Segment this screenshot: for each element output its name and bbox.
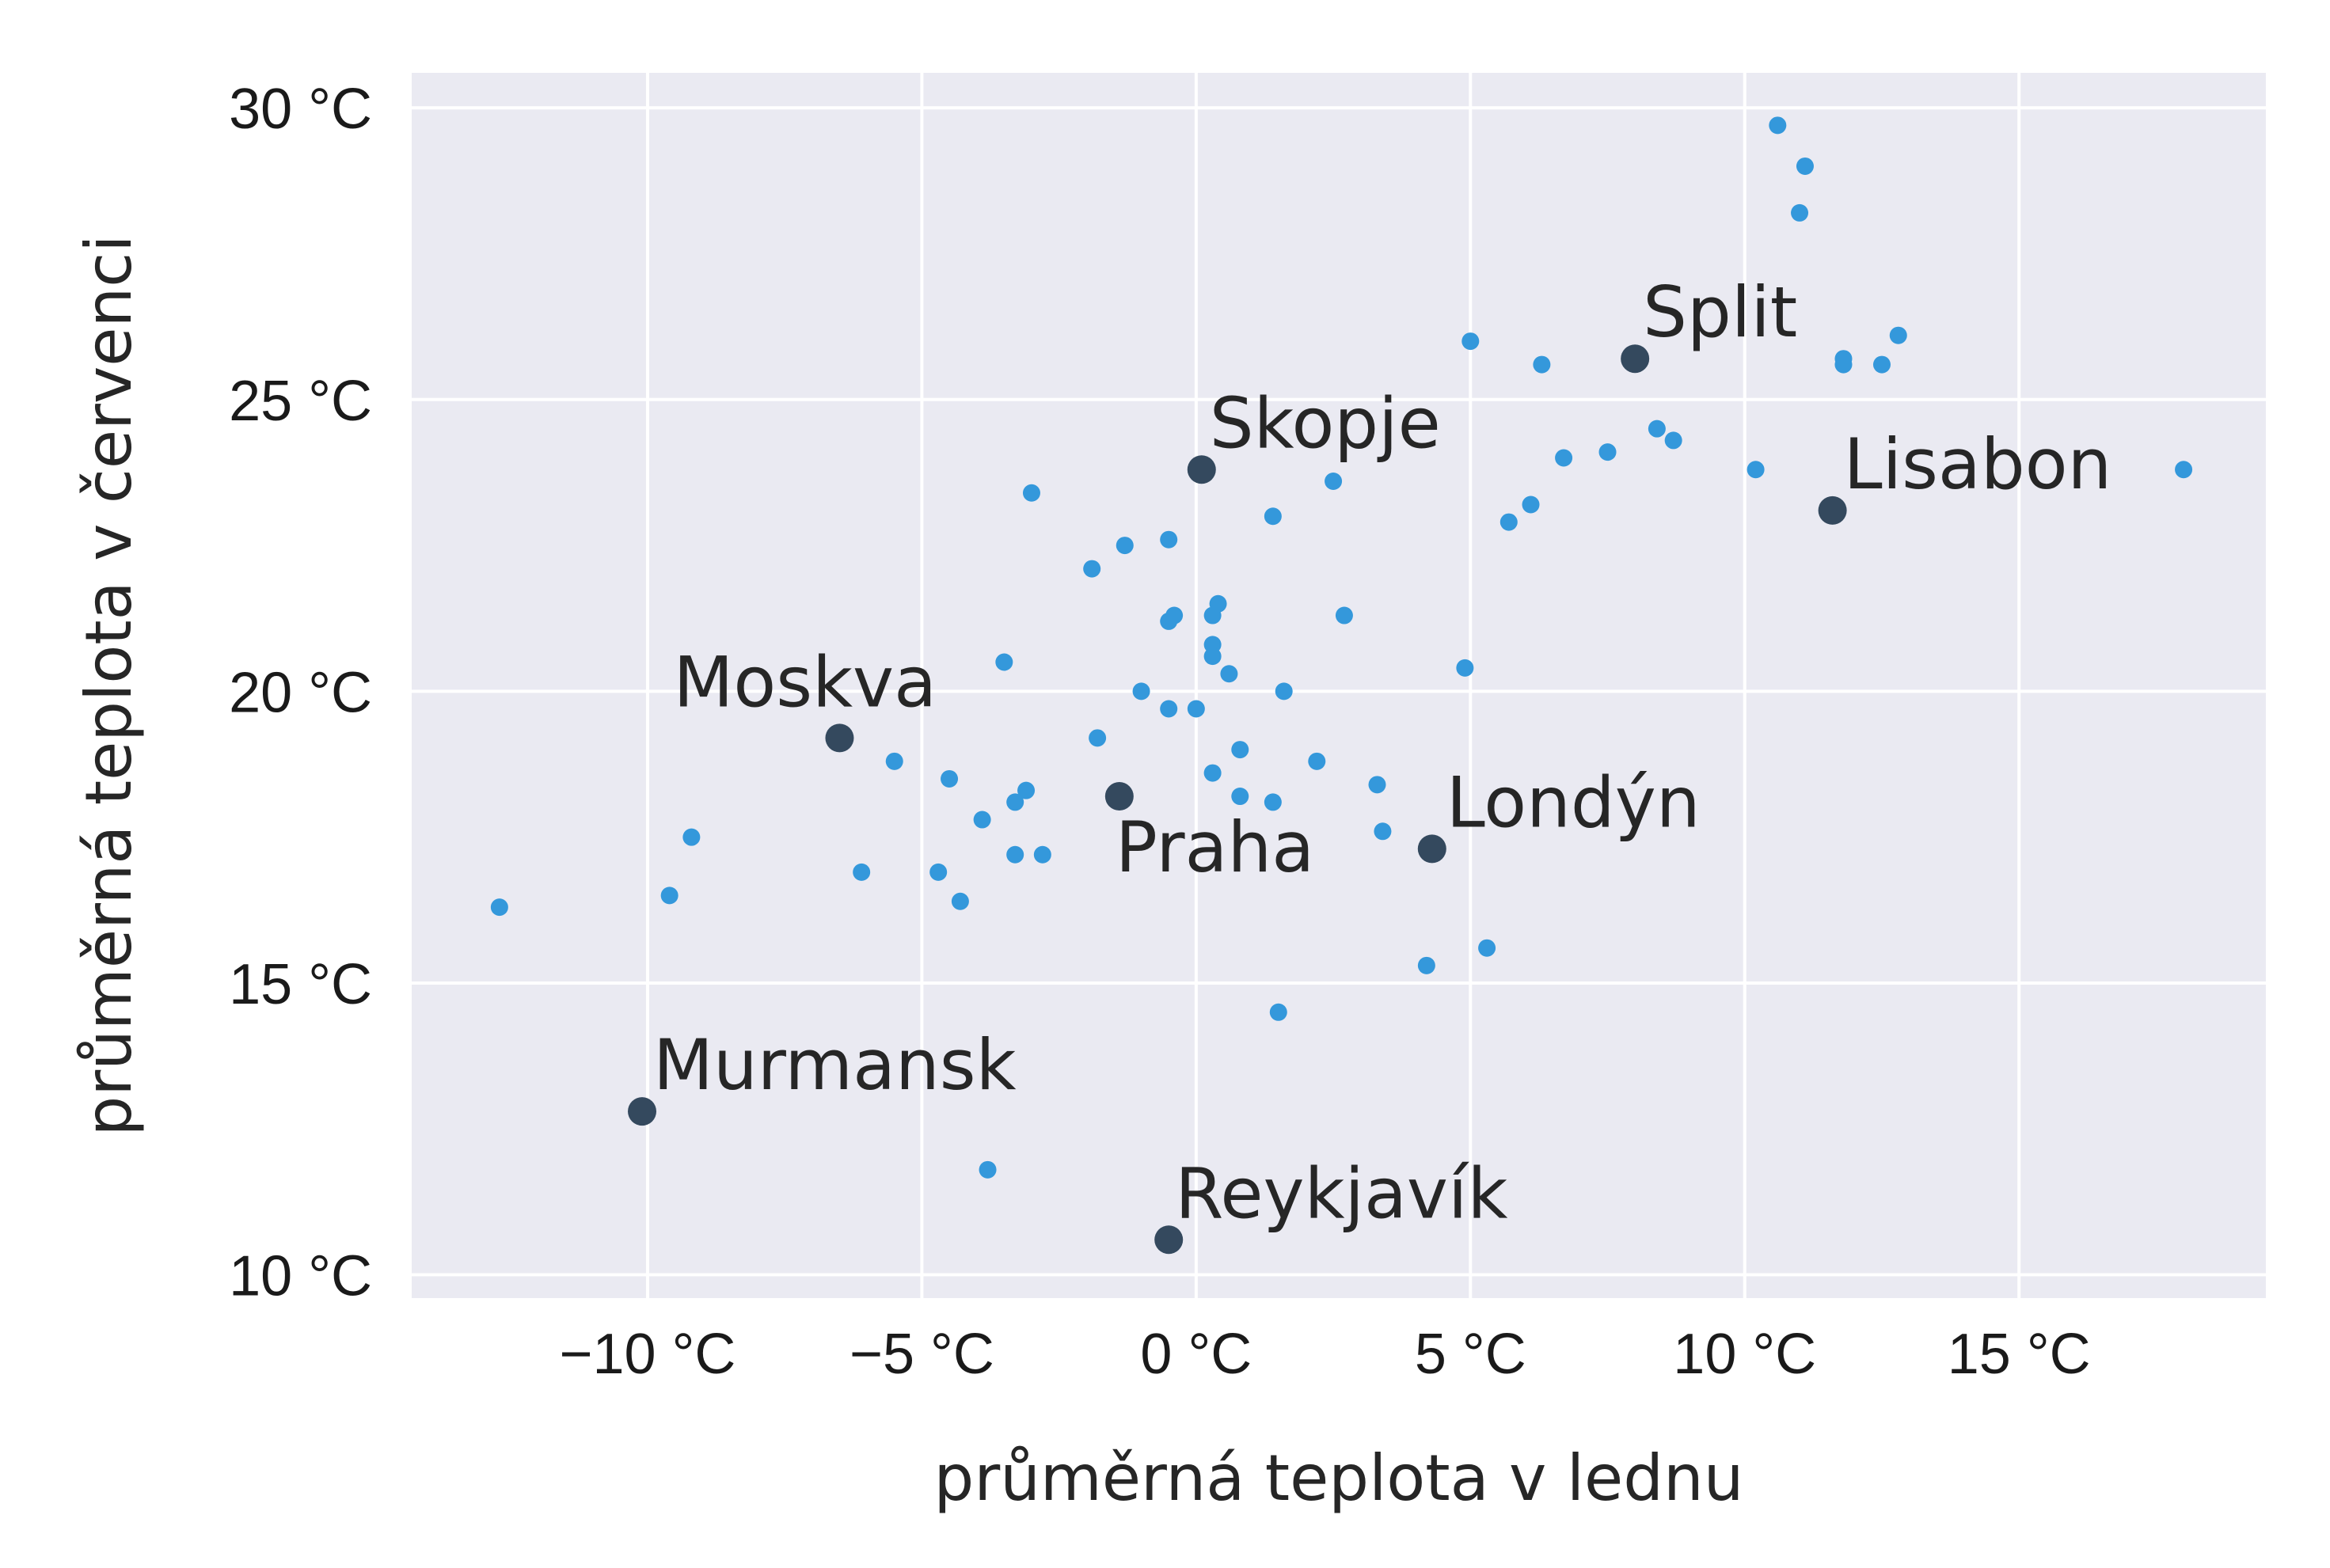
highlighted-city-point (825, 723, 854, 753)
x-tick-label: 10 °C (1673, 1323, 1816, 1386)
city-point (1555, 449, 1573, 467)
highlighted-city-point (1104, 782, 1134, 811)
city-label: Moskva (673, 641, 937, 723)
city-point (1872, 355, 1891, 374)
city-label: Lisabon (1844, 423, 2112, 505)
x-axis-label: průměrná teplota v lednu (934, 1441, 1744, 1515)
city-point (979, 1160, 997, 1179)
city-point (1499, 513, 1518, 531)
city-point (995, 653, 1013, 671)
city-point (929, 863, 948, 881)
y-tick-label: 20 °C (229, 661, 372, 724)
city-point (1368, 776, 1386, 794)
city-point (1796, 157, 1814, 175)
x-tick-label: 15 °C (1948, 1323, 2091, 1386)
city-point (1089, 729, 1107, 747)
data-points (490, 116, 2193, 1255)
x-tick-label: −10 °C (559, 1323, 735, 1386)
highlighted-city-point (1417, 834, 1446, 864)
city-point (1335, 606, 1353, 625)
y-tick-label: 30 °C (229, 78, 372, 141)
city-label: Reykjavík (1175, 1152, 1507, 1234)
city-point (1187, 700, 1205, 718)
city-point (1160, 700, 1178, 718)
city-label: Londýn (1446, 761, 1701, 843)
city-point (660, 887, 678, 905)
city-point (1022, 484, 1040, 502)
city-point (1769, 116, 1787, 135)
city-point (1269, 1003, 1287, 1021)
city-point (1456, 659, 1474, 677)
city-point (1203, 647, 1222, 666)
city-point (1132, 682, 1150, 700)
y-axis-label: průměrná teplota v červenci (72, 235, 146, 1137)
city-point (682, 828, 701, 846)
city-point (885, 752, 903, 770)
x-tick-label: −5 °C (850, 1323, 994, 1386)
highlighted-city-point (1621, 344, 1650, 374)
city-point (490, 898, 508, 917)
city-point (1747, 461, 1765, 479)
city-point (1461, 332, 1480, 351)
tick-labels: −10 °C −5 °C 0 °C 5 °C 10 °C 15 °C 10 °C 15 °C 2… (229, 78, 2091, 1386)
city-point (1374, 822, 1392, 841)
city-annotations: Murmansk Moskva Praha Skopje Reykjavík Londýn… (653, 271, 2111, 1234)
city-point (1203, 764, 1222, 782)
city-point (1264, 793, 1282, 811)
city-point (1648, 420, 1666, 438)
city-point (1308, 752, 1326, 770)
highlighted-city-point (1154, 1225, 1184, 1255)
city-point (1231, 741, 1249, 759)
city-point (1006, 845, 1024, 864)
highlighted-city-point (628, 1097, 657, 1126)
city-label: Praha (1116, 807, 1314, 888)
plot-background (412, 73, 2266, 1298)
city-label: Split (1643, 271, 1797, 353)
city-point (1165, 606, 1184, 625)
city-point (1664, 431, 1682, 450)
city-point (1116, 537, 1134, 555)
x-tick-label: 5 °C (1415, 1323, 1526, 1386)
y-tick-label: 25 °C (229, 370, 372, 433)
city-point (951, 892, 969, 910)
city-label: Skopje (1210, 382, 1441, 464)
x-tick-label: 0 °C (1140, 1323, 1252, 1386)
city-point (2175, 461, 2193, 479)
city-point (1033, 845, 1051, 864)
city-point (1209, 594, 1227, 613)
city-point (1889, 326, 1907, 344)
city-point (1598, 443, 1617, 461)
y-tick-label: 10 °C (229, 1245, 372, 1308)
city-point (1006, 793, 1024, 811)
highlighted-city-point (1187, 455, 1216, 484)
city-point (1017, 781, 1036, 799)
y-tick-label: 15 °C (229, 953, 372, 1016)
city-point (1791, 203, 1809, 222)
city-point (853, 863, 871, 881)
city-point (1325, 473, 1343, 490)
city-point (1275, 682, 1293, 700)
grid-lines (412, 73, 2266, 1298)
city-point (1220, 665, 1238, 683)
city-point (1083, 560, 1101, 578)
city-point (1533, 355, 1551, 374)
city-point (941, 769, 959, 788)
highlighted-city-point (1818, 495, 1847, 525)
city-point (973, 811, 991, 829)
city-point (1478, 939, 1496, 957)
city-point (1522, 495, 1540, 514)
city-point (1160, 530, 1178, 549)
city-point (1834, 355, 1853, 374)
city-point (1231, 788, 1249, 806)
city-point (1264, 507, 1282, 526)
city-label: Murmansk (653, 1024, 1017, 1106)
city-point (1417, 956, 1435, 974)
